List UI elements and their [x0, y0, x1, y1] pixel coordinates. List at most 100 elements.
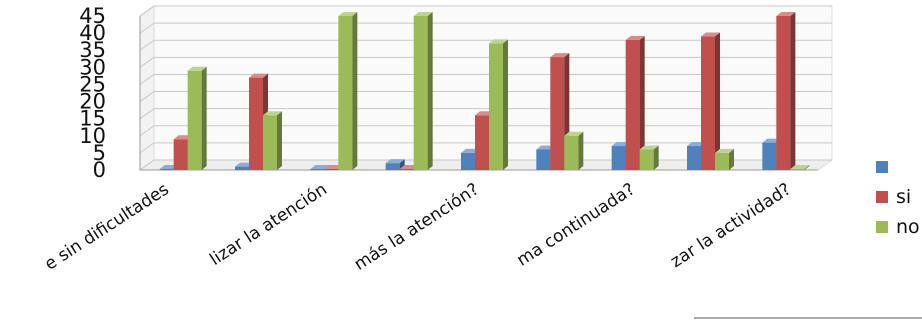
x-tick-label: e sin dificultades [41, 179, 173, 274]
bar-top [249, 73, 268, 78]
x-tick-label: zar la actividad? [667, 179, 795, 272]
bar [187, 66, 207, 170]
bar-top [790, 165, 810, 169]
bar-top [385, 159, 405, 164]
x-axis-labels: e sin dificultades lizar la atención más l… [41, 179, 795, 274]
bar [776, 12, 796, 170]
bar-top [338, 12, 358, 16]
chart-bars [159, 12, 810, 171]
legend-swatch [876, 161, 888, 173]
side-wall [139, 5, 155, 171]
bar-front [611, 146, 626, 170]
bar-top [701, 32, 720, 37]
bar [385, 159, 405, 170]
bar-front [173, 139, 188, 170]
x-tick-label: lizar la atención [206, 179, 330, 269]
gridline [139, 142, 832, 154]
bar-top [776, 12, 796, 16]
bar-front [159, 169, 174, 170]
legend-swatch [876, 191, 888, 203]
x-tick-label: ma continuada? [513, 179, 638, 270]
bar-side [277, 111, 282, 170]
bar-front [187, 70, 202, 170]
bar-front [489, 43, 503, 170]
y-tick-label: 20 [79, 90, 106, 114]
bar-side [503, 39, 508, 170]
y-tick-label: 25 [79, 72, 106, 96]
bar-side [352, 12, 358, 170]
y-tick-label: 35 [79, 38, 106, 62]
bar [338, 12, 358, 170]
bar-front [413, 16, 428, 170]
bar-side [201, 66, 207, 170]
bar-front [385, 163, 400, 170]
bar [701, 32, 720, 171]
bar [639, 145, 659, 170]
bar-front [324, 169, 339, 170]
bar-front [461, 152, 475, 170]
bar-front [639, 149, 654, 170]
gridline [139, 108, 832, 120]
bar-top [625, 35, 645, 40]
bar [625, 35, 645, 171]
bar-front [701, 36, 715, 171]
gridline [139, 5, 832, 17]
bar-front [715, 152, 729, 170]
y-tick-label: 0 [93, 158, 106, 182]
y-tick-label: 15 [79, 107, 106, 131]
bar [790, 165, 810, 170]
y-tick-label: 40 [79, 21, 106, 45]
bar [489, 39, 508, 170]
bar-top [310, 165, 330, 169]
bar-side [639, 35, 645, 171]
bar-side [399, 159, 405, 170]
gridline [139, 39, 832, 51]
bar-top [413, 12, 433, 16]
bar-side [578, 131, 584, 170]
bar-side [804, 165, 810, 170]
gridline [139, 125, 832, 137]
bar-front [776, 16, 791, 170]
gridline [139, 159, 832, 171]
legend-label: no [896, 216, 920, 238]
bar [413, 12, 433, 170]
bar-front [762, 142, 777, 170]
bar-front [263, 115, 277, 170]
chart-legend: si no [876, 161, 920, 238]
bar-front [399, 169, 414, 170]
bar-front [687, 146, 701, 170]
bar-front [564, 135, 579, 170]
bar-top [187, 66, 207, 71]
bar [263, 111, 282, 170]
bar-side [715, 32, 720, 171]
legend-swatch [876, 221, 888, 233]
bar-front [235, 166, 249, 170]
bar-top [263, 111, 282, 116]
bar-side [427, 12, 433, 170]
x-tick-label: más la atención? [351, 179, 483, 274]
bar-front [475, 115, 489, 170]
bar [715, 148, 734, 170]
bar-front [625, 39, 640, 171]
bar-top [639, 145, 659, 150]
legend-label: si [896, 186, 911, 208]
bar-front [249, 77, 263, 170]
bar-front [550, 57, 565, 170]
y-tick-label: 5 [93, 141, 106, 165]
bar-top [564, 131, 584, 136]
gridline [139, 56, 832, 68]
gridline [139, 22, 832, 34]
bar-side [790, 12, 796, 170]
bar-top [489, 39, 508, 44]
bar-side [729, 148, 734, 170]
y-tick-label: 45 [79, 4, 106, 28]
bar-top [550, 53, 570, 58]
bar-front [790, 169, 805, 170]
bar [564, 131, 584, 170]
bar-front [310, 169, 325, 170]
bar-top [715, 148, 734, 153]
bar-side [653, 145, 659, 170]
gridline [139, 91, 832, 102]
